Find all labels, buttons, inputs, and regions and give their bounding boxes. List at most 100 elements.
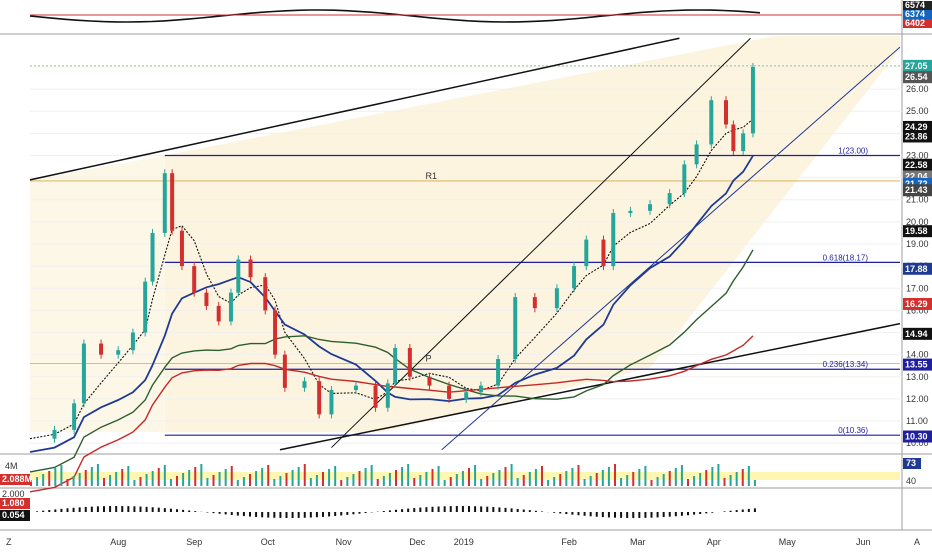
- macd-histogram-bar: [419, 508, 421, 512]
- macd-histogram-bar: [705, 512, 707, 513]
- rsi-badge-label: 73: [906, 458, 916, 468]
- candle-body: [724, 100, 728, 124]
- y-tick-label: 19.00: [906, 239, 929, 249]
- macd-histogram-bar: [352, 512, 354, 514]
- macd-histogram-bar: [675, 512, 677, 516]
- candle-body: [229, 293, 233, 322]
- candle-body: [584, 240, 588, 267]
- volume-bar: [724, 478, 726, 486]
- macd-histogram-bar: [395, 510, 397, 512]
- y-tick-label: 13.00: [906, 372, 929, 382]
- candle-body: [180, 231, 184, 266]
- macd-histogram-bar: [133, 506, 135, 512]
- volume-bar: [480, 479, 482, 486]
- macd-histogram-bar: [286, 512, 288, 518]
- candle-body: [204, 293, 208, 306]
- volume-bar: [389, 473, 391, 486]
- macd-histogram-bar: [505, 508, 507, 512]
- macd-histogram-bar: [535, 511, 537, 512]
- macd-badge-label: 0.054: [2, 510, 25, 520]
- volume-bar: [590, 476, 592, 486]
- pivot-label: P: [426, 353, 432, 363]
- macd-histogram-bar: [267, 512, 269, 518]
- macd-histogram-bar: [383, 511, 385, 512]
- price-badge-label: 14.94: [905, 329, 928, 339]
- price-badge-label: 23.86: [905, 131, 928, 141]
- price-badge-label: 26.54: [905, 72, 928, 82]
- volume-bar: [273, 479, 275, 486]
- macd-histogram-bar: [115, 506, 117, 512]
- volume-bar: [170, 479, 172, 486]
- volume-bar: [365, 468, 367, 486]
- volume-bar: [383, 476, 385, 486]
- macd-histogram-bar: [243, 512, 245, 516]
- volume-bar: [292, 470, 294, 486]
- price-badge-label: 22.58: [905, 160, 928, 170]
- volume-bar: [340, 480, 342, 486]
- volume-bar: [748, 466, 750, 486]
- macd-histogram-bar: [213, 512, 215, 513]
- volume-bar: [127, 466, 129, 486]
- macd-histogram-bar: [67, 508, 69, 512]
- macd-histogram-bar: [328, 512, 330, 516]
- macd-histogram-bar: [626, 512, 628, 518]
- volume-bar: [699, 473, 701, 486]
- volume-bar: [85, 470, 87, 486]
- macd-histogram-bar: [279, 512, 281, 518]
- candle-body: [408, 348, 412, 377]
- macd-histogram-bar: [401, 509, 403, 512]
- fib-level-label: 1(23.00): [838, 146, 868, 155]
- volume-bar: [651, 480, 653, 486]
- volume-bar: [109, 475, 111, 486]
- y-tick-label: 17.00: [906, 283, 929, 293]
- volume-bar: [517, 478, 519, 486]
- pivot-label: R1: [426, 171, 438, 181]
- macd-histogram-bar: [620, 512, 622, 518]
- candle-body: [273, 310, 277, 354]
- macd-histogram-bar: [596, 512, 598, 517]
- macd-histogram-bar: [85, 507, 87, 512]
- candle-body: [447, 386, 451, 399]
- macd-histogram-bar: [60, 509, 62, 512]
- volume-bar: [237, 480, 239, 486]
- macd-histogram-bar: [322, 512, 324, 517]
- volume-band: [30, 472, 900, 480]
- macd-histogram-bar: [486, 507, 488, 512]
- candle-body: [163, 173, 167, 233]
- macd-histogram-bar: [164, 508, 166, 512]
- macd-histogram-bar: [498, 507, 500, 512]
- price-badge-label: 16.29: [905, 299, 928, 309]
- volume-bar: [742, 469, 744, 486]
- volume-bar: [371, 465, 373, 486]
- candle-body: [249, 259, 253, 277]
- volume-bar: [279, 476, 281, 486]
- candle-body: [329, 390, 333, 414]
- macd-histogram-bar: [632, 512, 634, 518]
- macd-histogram-bar: [103, 506, 105, 512]
- macd-histogram-bar: [407, 509, 409, 512]
- candle-body: [72, 403, 76, 430]
- candle-body: [695, 144, 699, 164]
- volume-bar: [614, 464, 616, 486]
- macd-histogram-bar: [456, 506, 458, 512]
- candle-body: [611, 213, 615, 266]
- macd-histogram-bar: [571, 512, 573, 515]
- price-badge-label: 27.05: [905, 61, 928, 71]
- macd-histogram-bar: [590, 512, 592, 516]
- volume-bar: [535, 469, 537, 486]
- candle-body: [513, 297, 517, 359]
- volume-bar: [498, 470, 500, 486]
- volume-bar: [164, 465, 166, 486]
- macd-histogram-bar: [389, 510, 391, 512]
- volume-bar: [67, 479, 69, 486]
- macd-histogram-bar: [584, 512, 586, 516]
- candle-body: [628, 211, 632, 213]
- candle-body: [143, 282, 147, 333]
- volume-tick-label: 4M: [5, 461, 18, 471]
- volume-bar: [310, 478, 312, 486]
- candle-body: [648, 204, 652, 211]
- volume-bar: [638, 469, 640, 486]
- fib-level-label: 0(10.36): [838, 426, 868, 435]
- volume-bar: [206, 478, 208, 486]
- volume-bar: [584, 479, 586, 486]
